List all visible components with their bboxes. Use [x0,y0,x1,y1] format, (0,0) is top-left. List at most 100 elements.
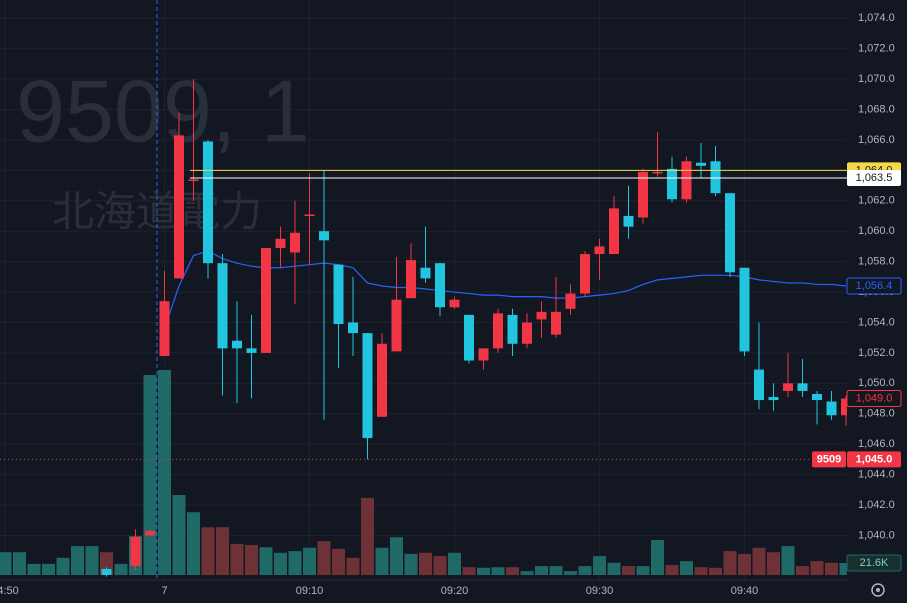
volume-bar [42,563,55,575]
volume-bar [56,557,70,575]
candle-body [391,299,402,352]
price-label-box [847,169,901,186]
y-tick-label: 1,040.0 [858,529,895,541]
last-price-label: 1,049.0 [856,392,893,404]
candle-body [812,393,822,401]
alert-label: 1,045.0 [856,453,893,465]
x-tick-label: 09:10 [296,585,324,597]
volume-bar [274,552,287,575]
volume-bar [143,375,157,575]
candle-body [623,216,634,227]
volume-bar [825,562,838,575]
volume-bar [259,547,273,575]
volume-bar [187,512,200,575]
candle-body [797,383,808,391]
volume-bar [752,547,766,575]
candle-body [406,260,416,299]
y-tick-label: 1,048.0 [858,408,895,420]
volume-bar [622,566,635,575]
candle-body [783,383,793,391]
watermark-symbol: 9509, 1 [16,61,310,160]
settings-ring[interactable] [871,583,885,597]
volume-bar [201,527,215,575]
y-tick-label: 1,070.0 [858,73,895,85]
candle-body [420,267,431,279]
candle-body [435,263,445,308]
price-axis [847,0,907,603]
candle-body [290,232,300,253]
candle-body [507,314,518,344]
volume-bar [346,557,360,575]
x-tick-label: 09:30 [586,585,614,597]
candle-body [594,246,605,255]
volume-bar [390,537,403,575]
candle-body [493,313,503,349]
y-tick-label: 1,054.0 [858,316,895,328]
y-tick-label: 1,068.0 [858,103,895,115]
y-tick-label: 1,044.0 [858,469,895,481]
candle-body [826,401,837,416]
volume-bar [738,553,751,575]
candle-body [203,141,213,264]
settings-icon[interactable] [871,583,885,597]
candle-body [638,171,648,218]
last-price-box [846,390,902,408]
volume-bar [564,571,577,575]
candle-body [565,293,576,309]
candle-body [739,267,750,352]
volume-bar [636,566,650,575]
volume-bar [810,561,824,575]
candle-body [188,179,199,182]
x-tick-label: 09:20 [441,585,469,597]
volume-bar [158,370,171,575]
price-label: 1,063.5 [856,172,893,184]
volume-bar [433,556,447,575]
volume-bar [549,566,563,575]
volume-bar [535,566,548,575]
candle-body [841,398,851,416]
volume-bar [332,548,345,575]
volume-bar [216,527,229,575]
volume-bar [462,567,476,575]
candle-body [768,397,779,401]
volume-bar [709,567,722,575]
volume-bar [607,562,621,575]
volume-bar [506,567,519,575]
candle-body [101,568,112,575]
y-tick-label: 1,060.0 [858,225,895,237]
volume-bar [593,556,606,575]
candle-body [681,161,692,200]
volume-bar [85,546,99,575]
y-tick-label: 1,062.0 [858,195,895,207]
candle-body [652,171,663,174]
volume-bar [694,567,708,575]
volume-bar [723,551,737,575]
y-tick-label: 1,052.0 [858,347,895,359]
y-tick-label: 1,066.0 [858,134,895,146]
candle-body [536,311,547,320]
volume-bar [230,543,244,575]
volume-bar [491,567,505,575]
candle-body [319,231,329,241]
volume-bar [520,571,534,575]
alert-symbol-box [812,451,846,468]
y-tick-label: 1,058.0 [858,256,895,268]
volume-bar [13,552,26,575]
candle-body [304,214,315,217]
volume-bar [448,552,461,575]
candle-body [580,254,590,294]
alert-symbol: 9509 [817,453,841,465]
candle-body [232,340,242,349]
volume-label: 21.6K [860,557,889,569]
volume-bar [767,552,780,575]
candle-body [754,369,764,401]
candle-body [130,536,141,566]
volume-bar [477,567,490,575]
candle-body [217,263,228,349]
x-tick-label: 09:40 [731,585,759,597]
alert-label-box [847,451,901,468]
settings-dot[interactable] [876,588,880,592]
x-tick-label: 14:50 [0,585,19,597]
candle-body [667,168,677,200]
